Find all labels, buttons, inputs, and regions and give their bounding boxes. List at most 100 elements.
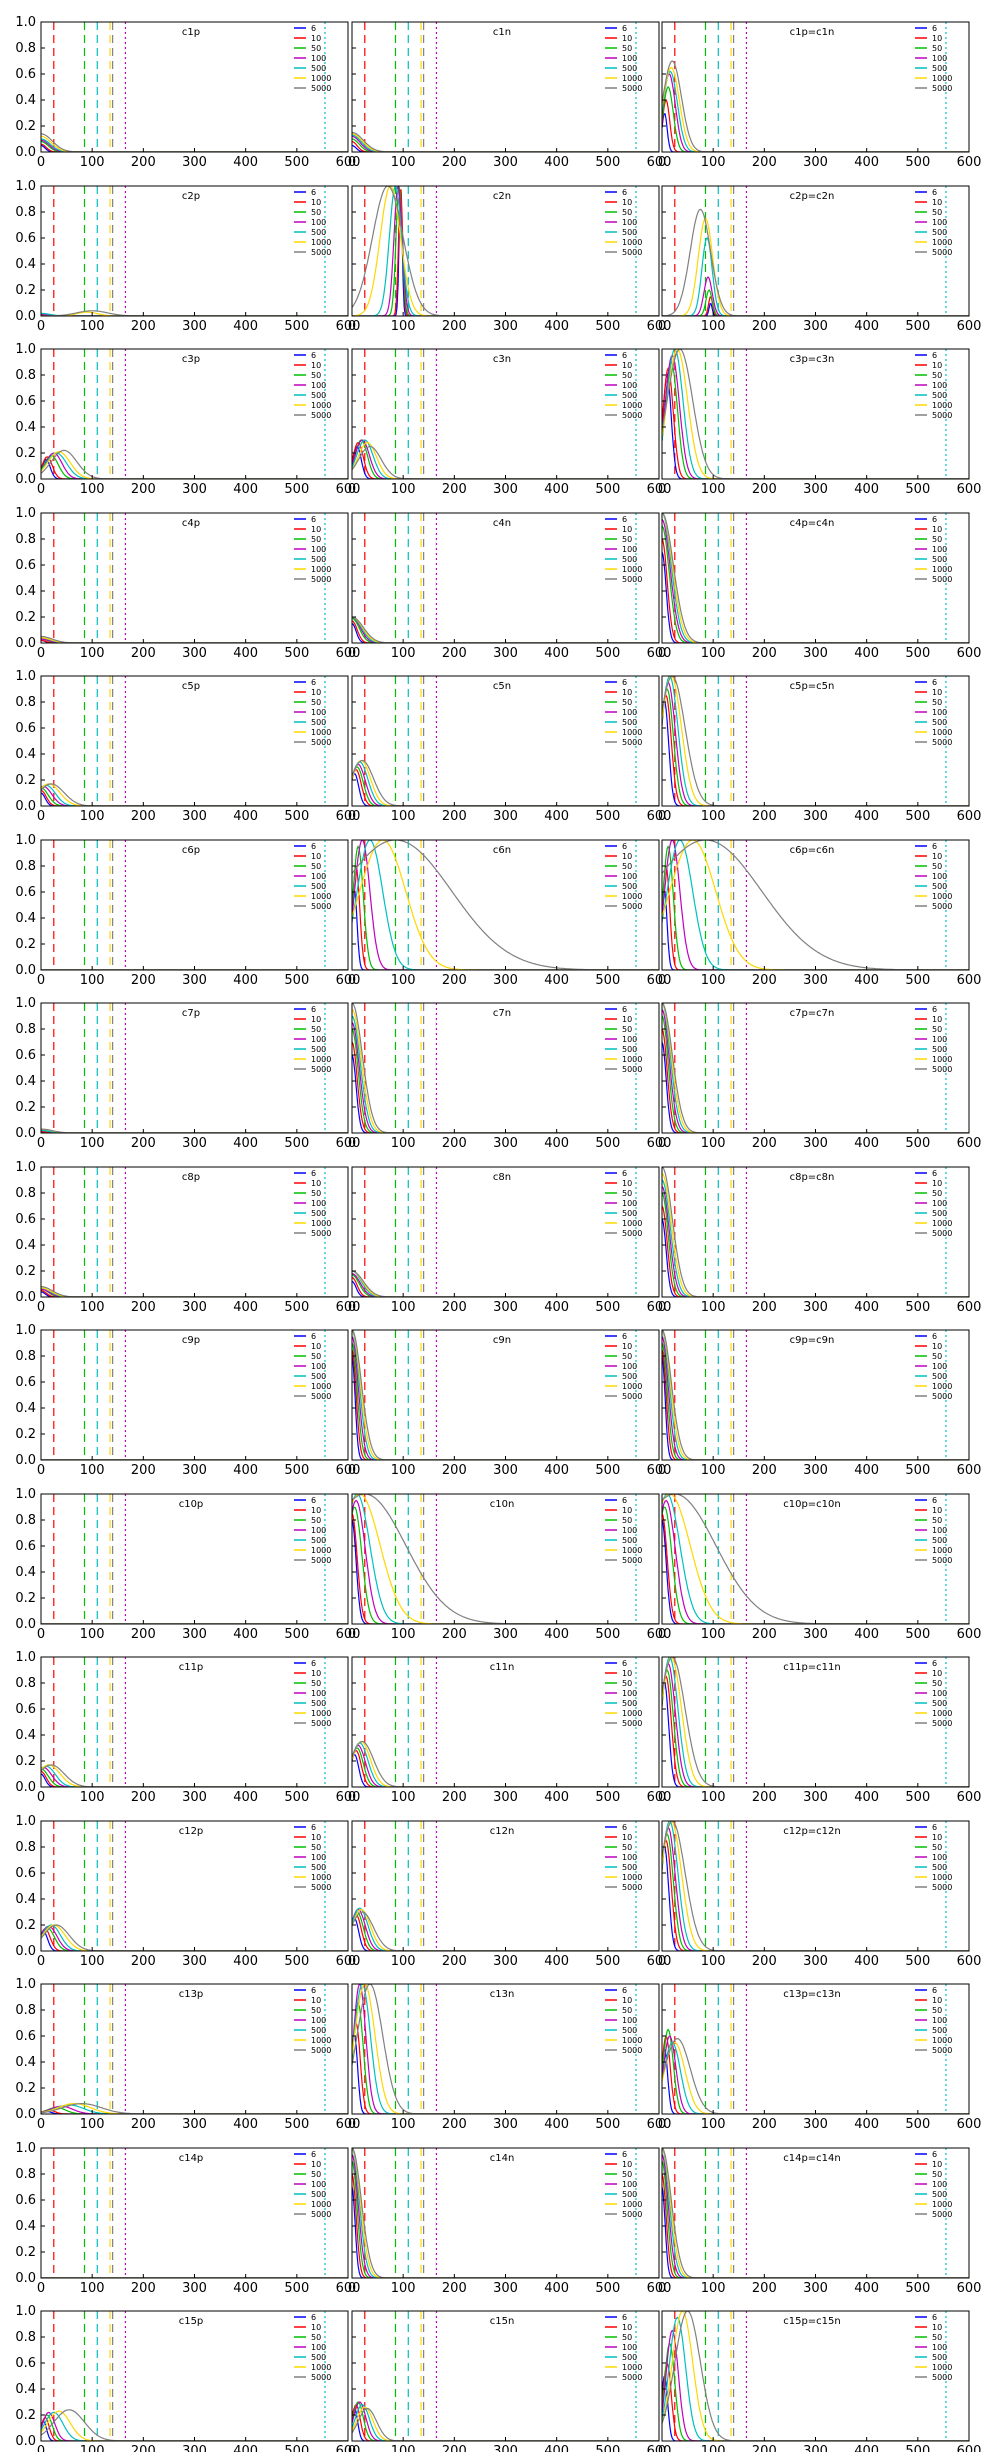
x-tick-label: 300 <box>803 482 828 497</box>
legend-label: 500 <box>311 2190 326 2199</box>
legend-label: 1000 <box>622 1382 642 1391</box>
y-tick-label: 0.0 <box>15 636 36 651</box>
legend-label: 50 <box>932 862 942 871</box>
legend-label: 500 <box>932 228 947 237</box>
y-tick-label: 0.0 <box>15 1453 36 1468</box>
x-tick-label: 200 <box>131 1463 156 1478</box>
legend-label: 1000 <box>622 1546 642 1555</box>
y-tick-label: 0.4 <box>15 1238 36 1253</box>
legend-label: 500 <box>622 1209 637 1218</box>
plot-frame <box>351 675 660 807</box>
x-tick-label: 600 <box>957 1627 982 1642</box>
legend-label: 500 <box>311 2026 326 2035</box>
x-tick-label: 100 <box>701 2444 726 2452</box>
legend-label: 100 <box>311 1199 326 1208</box>
legend-label: 50 <box>311 862 321 871</box>
x-tick-label: 400 <box>544 482 569 497</box>
series-line-50 <box>662 687 969 806</box>
legend-label: 6 <box>622 1823 627 1832</box>
series-line-500 <box>662 349 969 479</box>
series-line-1000 <box>662 676 969 806</box>
x-tick-label: 500 <box>905 2444 930 2452</box>
y-tick-label: 0.4 <box>15 93 36 108</box>
legend-label: 1000 <box>622 1709 642 1718</box>
x-tick-label: 500 <box>595 809 620 824</box>
legend-label: 5000 <box>932 248 952 257</box>
plot-frame <box>351 1002 660 1134</box>
y-tick-label: 0.6 <box>15 1702 36 1717</box>
plot-frame <box>661 21 970 153</box>
x-tick-label: 600 <box>336 1954 361 1969</box>
series-line-5000 <box>352 2148 659 2278</box>
x-tick-label: 600 <box>336 1627 361 1642</box>
panel-title: c3p=c3n <box>790 354 835 365</box>
legend-label: 5000 <box>311 1392 331 1401</box>
legend-label: 500 <box>932 64 947 73</box>
series-line-100 <box>352 1908 659 1951</box>
x-tick-label: 500 <box>905 1300 930 1315</box>
x-tick-label: 300 <box>182 155 207 170</box>
x-tick-label: 200 <box>131 155 156 170</box>
x-tick-label: 300 <box>493 1463 518 1478</box>
legend-label: 10 <box>622 2160 632 2169</box>
series-line-6 <box>662 372 969 479</box>
x-tick-label: 300 <box>493 2444 518 2452</box>
legend-label: 5000 <box>622 1883 642 1892</box>
series-line-5000 <box>662 1821 969 1951</box>
series-line-1000 <box>41 2103 348 2114</box>
y-tick-label: 0.4 <box>15 911 36 926</box>
y-tick-label: 0.4 <box>15 257 36 272</box>
x-tick-label: 100 <box>80 1627 105 1642</box>
x-tick-label: 600 <box>647 973 672 988</box>
series-line-5000 <box>662 60 969 152</box>
series-line-500 <box>662 70 969 152</box>
legend-label: 6 <box>311 678 316 687</box>
panel-title: c10p=c10n <box>783 1499 841 1510</box>
legend-label: 100 <box>311 2180 326 2189</box>
series-line-10 <box>662 1205 969 1297</box>
x-tick-label: 200 <box>752 2444 777 2452</box>
legend-label: 50 <box>311 208 321 217</box>
y-tick-label: 0.2 <box>15 1100 36 1115</box>
y-tick-label: 0.8 <box>15 205 36 220</box>
x-tick-label: 100 <box>701 319 726 334</box>
legend-label: 100 <box>311 1035 326 1044</box>
series-line-500 <box>662 513 969 643</box>
x-tick-label: 600 <box>336 973 361 988</box>
legend-label: 5000 <box>311 1556 331 1565</box>
series-line-500 <box>662 1003 969 1133</box>
y-tick-label: 0.0 <box>15 1290 36 1305</box>
series-line-6 <box>662 1041 969 1133</box>
legend-label: 10 <box>311 2160 321 2169</box>
x-tick-label: 0 <box>658 1790 666 1805</box>
x-tick-label: 400 <box>854 809 879 824</box>
x-tick-label: 0 <box>348 1954 356 1969</box>
legend-label: 10 <box>622 1833 632 1842</box>
x-tick-label: 200 <box>442 2117 467 2132</box>
legend-label: 100 <box>622 545 637 554</box>
legend-label: 5000 <box>622 2373 642 2382</box>
x-tick-label: 100 <box>391 809 416 824</box>
legend-label: 10 <box>311 1669 321 1678</box>
x-tick-label: 0 <box>348 1627 356 1642</box>
x-tick-label: 0 <box>37 2444 45 2452</box>
x-tick-label: 100 <box>80 2281 105 2296</box>
x-tick-label: 100 <box>391 319 416 334</box>
legend-label: 5000 <box>932 1556 952 1565</box>
series-line-5000 <box>662 1003 969 1133</box>
series-line-50 <box>662 86 969 152</box>
x-tick-label: 0 <box>658 1954 666 1969</box>
x-tick-label: 600 <box>336 155 361 170</box>
legend-label: 500 <box>311 1209 326 1218</box>
series-line-100 <box>662 1009 969 1133</box>
legend-label: 50 <box>622 2006 632 2015</box>
x-tick-label: 500 <box>595 1300 620 1315</box>
legend-label: 500 <box>932 391 947 400</box>
series-line-50 <box>662 525 969 643</box>
legend-label: 6 <box>622 351 627 360</box>
x-tick-label: 100 <box>391 1463 416 1478</box>
legend-label: 6 <box>622 2150 627 2159</box>
